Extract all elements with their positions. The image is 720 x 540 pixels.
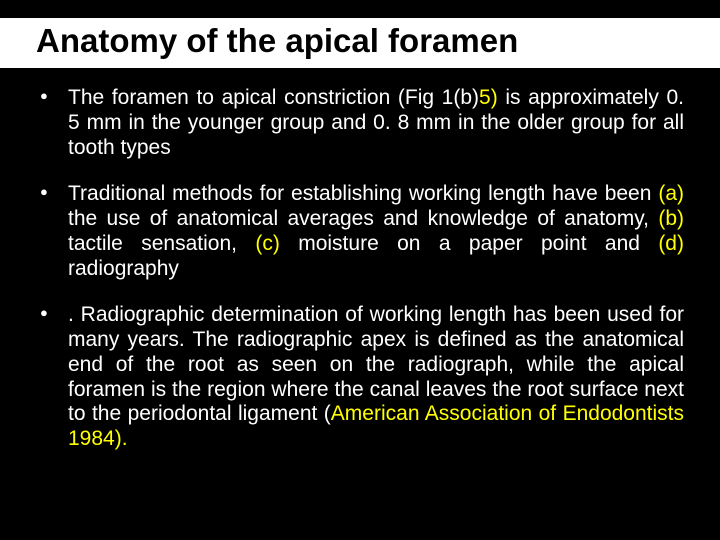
body-text: radiography — [68, 257, 179, 280]
body-text: moisture on a paper point and — [280, 232, 658, 255]
highlight-text: (c) — [255, 232, 280, 255]
bullet-list: The foramen to apical constriction (Fig … — [36, 86, 684, 452]
slide-title: Anatomy of the apical foramen — [0, 18, 720, 68]
body-text: the use of anatomical averages and knowl… — [68, 207, 658, 230]
bullet-item: The foramen to apical constriction (Fig … — [40, 86, 684, 160]
highlight-text: (a) — [658, 182, 684, 205]
highlight-text: (b) — [658, 207, 684, 230]
bullet-item: Traditional methods for establishing wor… — [40, 182, 684, 281]
highlight-text: (d) — [658, 232, 684, 255]
body-text: The foramen to apical constriction (Fig … — [68, 86, 479, 109]
body-text: tactile sensation, — [68, 232, 255, 255]
bullet-item: . Radiographic determination of working … — [40, 303, 684, 452]
highlight-text: 5) — [479, 86, 498, 109]
body-text: Traditional methods for establishing wor… — [68, 182, 658, 205]
